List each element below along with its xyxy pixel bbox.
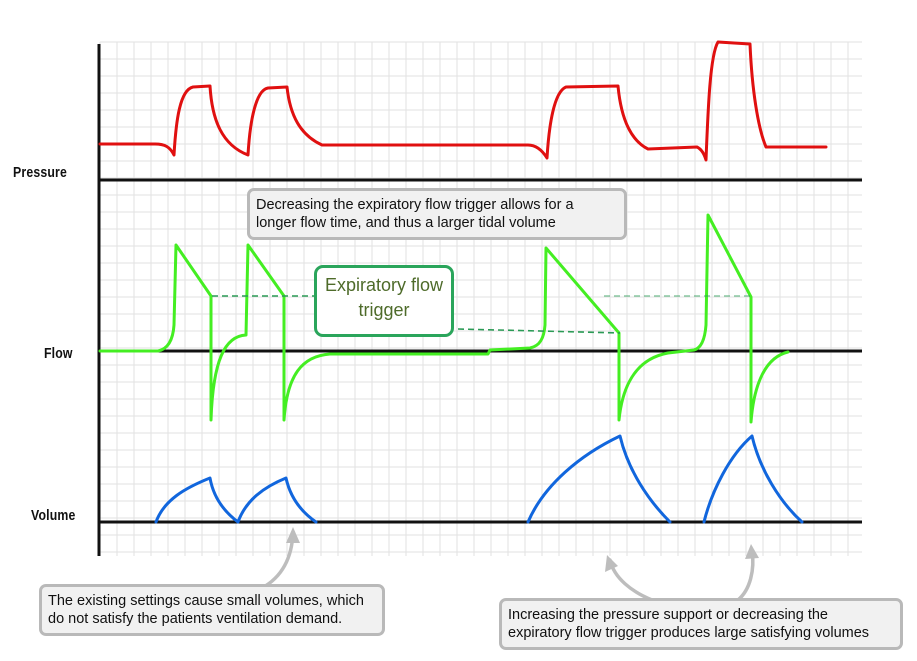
- trigger-dash-2: [457, 328, 621, 334]
- pressure-waveform: [98, 40, 828, 162]
- callout-top-line2: longer flow time, and thus a larger tida…: [256, 215, 556, 231]
- expiratory-flow-trigger-label: Expiratory flow trigger: [314, 265, 454, 337]
- callout-bottom-left-line2: do not satisfy the patients ventilation …: [48, 611, 343, 627]
- arrow-left-head: [286, 527, 300, 543]
- callout-bottom-right-line2: expiratory flow trigger produces large s…: [508, 625, 870, 641]
- background-grid: [99, 41, 862, 556]
- arrow-right-b-head: [745, 544, 759, 559]
- pressure-axis-label: Pressure: [13, 164, 67, 181]
- volume-axis-label: Volume: [31, 507, 76, 524]
- flow-waveform: [98, 213, 790, 424]
- callout-large-volumes: Increasing the pressure support or decre…: [499, 598, 903, 650]
- callout-bottom-left-line1: The existing settings cause small volume…: [48, 593, 364, 609]
- callout-flow-trigger-effect: Decreasing the expiratory flow trigger a…: [247, 188, 627, 240]
- arrow-right-a-head: [605, 555, 618, 572]
- callout-bottom-right-line1: Increasing the pressure support or decre…: [508, 607, 828, 623]
- volume-waveform: [154, 434, 804, 524]
- callout-small-volumes: The existing settings cause small volume…: [39, 584, 385, 636]
- callout-top-line1: Decreasing the expiratory flow trigger a…: [256, 197, 574, 213]
- flow-axis-label: Flow: [44, 345, 73, 362]
- trigger-label-line1: Expiratory flow: [324, 275, 444, 295]
- trigger-label-line2: trigger: [358, 300, 410, 320]
